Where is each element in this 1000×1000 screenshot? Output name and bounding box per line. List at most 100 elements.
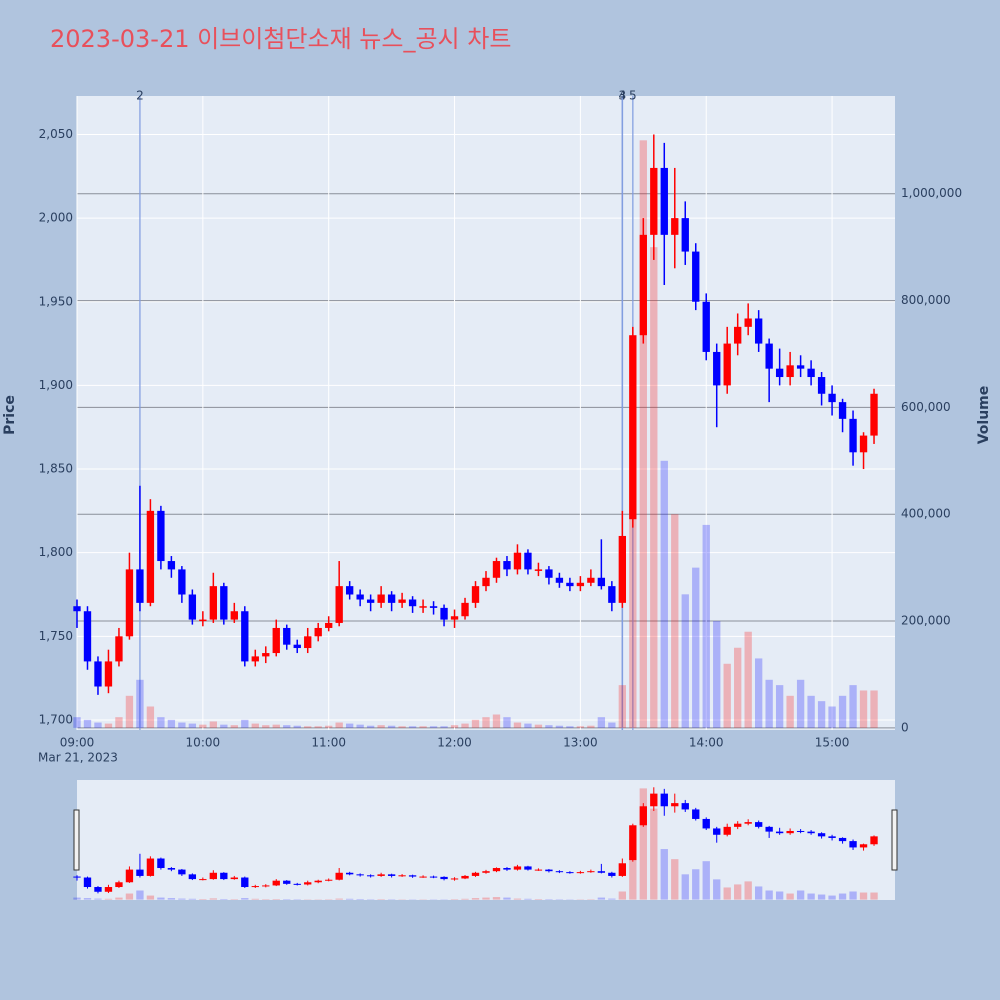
volume-bar	[692, 567, 700, 728]
candle-body	[524, 552, 532, 570]
volume-bar	[713, 621, 721, 728]
candle-body	[220, 586, 228, 620]
mini-candle-body	[734, 823, 742, 827]
range-slider[interactable]	[77, 780, 895, 900]
volume-bar	[618, 685, 627, 728]
volume-bar	[482, 717, 490, 728]
candle-body	[345, 586, 354, 595]
y2-tick-label: 200,000	[901, 614, 951, 628]
mini-volume-bar	[272, 898, 280, 900]
mini-candle-body	[136, 869, 144, 876]
mini-candle-body	[461, 875, 469, 879]
mini-candle-body	[587, 871, 595, 873]
volume-bar	[838, 695, 847, 728]
mini-candle-body	[786, 830, 794, 834]
mini-volume-bar	[618, 891, 627, 900]
candle-body	[513, 552, 522, 570]
candle-body	[440, 607, 448, 620]
candle-body	[744, 318, 752, 327]
volume-bar	[765, 679, 773, 728]
event-label: 3	[619, 89, 627, 103]
mini-candle-body	[555, 871, 564, 873]
candle-body	[849, 418, 857, 453]
mini-candle-body	[115, 882, 123, 888]
mini-volume-bar	[545, 899, 553, 900]
volume-bar	[419, 726, 427, 728]
mini-volume-bar	[713, 879, 721, 900]
mini-candle-body	[104, 887, 113, 892]
mini-candle-body	[283, 880, 291, 884]
mini-candle-body	[146, 858, 155, 876]
volume-bar	[398, 726, 406, 728]
candle-body	[157, 510, 165, 562]
candle-body	[356, 594, 364, 600]
volume-bar	[870, 690, 878, 728]
mini-volume-bar	[775, 891, 784, 900]
mini-volume-bar	[136, 890, 144, 900]
mini-candle-body	[681, 803, 689, 810]
x-tick-label: 13:00	[563, 736, 598, 750]
volume-bar	[94, 722, 102, 728]
y-tick-label: 1,750	[39, 629, 73, 643]
mini-volume-bar	[828, 895, 836, 900]
y-tick-label: 1,850	[39, 462, 73, 476]
mini-candle-body	[754, 822, 763, 827]
candle-body	[461, 602, 469, 617]
range-handle[interactable]	[891, 809, 898, 871]
candle-body	[251, 656, 259, 662]
mini-candle-body	[513, 866, 522, 870]
volume-bar	[345, 723, 354, 728]
y-tick-label: 2,050	[39, 127, 73, 141]
mini-volume-bar	[471, 898, 480, 900]
candle-body	[807, 368, 815, 378]
mini-volume-bar	[209, 898, 218, 900]
x-tick-label: 12:00	[437, 736, 472, 750]
x-tick-label: 15:00	[815, 736, 850, 750]
volume-bar	[608, 722, 616, 728]
volume-bar	[555, 725, 564, 728]
mini-candle-body	[209, 872, 218, 880]
volume-bar	[849, 685, 857, 728]
mini-volume-bar	[94, 898, 102, 900]
y2-tick-label: 1,000,000	[901, 186, 962, 200]
mini-candle-body	[597, 871, 606, 873]
mini-candle-body	[503, 868, 511, 870]
volume-bar	[325, 725, 333, 728]
mini-volume-bar	[744, 881, 752, 900]
volume-bar	[597, 717, 606, 728]
mini-volume-bar	[125, 893, 134, 900]
candle-body	[199, 619, 207, 622]
candle-body	[73, 606, 81, 612]
mini-candle-body	[482, 871, 490, 873]
mini-candle-body	[73, 876, 81, 878]
y2-axis-title: Volume	[976, 386, 992, 445]
mini-candle-body	[450, 878, 459, 880]
volume-bar	[786, 695, 794, 728]
mini-candle-body	[765, 826, 773, 832]
range-handle[interactable]	[73, 809, 80, 871]
mini-candle-body	[262, 885, 270, 887]
volume-bar	[293, 725, 301, 728]
candle-body	[775, 368, 784, 378]
mini-candle-body	[440, 876, 448, 880]
volume-bar	[566, 726, 574, 728]
mini-volume-bar	[629, 838, 637, 900]
candle-body	[765, 343, 773, 369]
y-tick-label: 1,950	[39, 294, 73, 308]
y2-tick-label: 0	[901, 720, 909, 734]
mini-candle-body	[335, 872, 343, 880]
mini-volume-bar	[356, 898, 364, 900]
volume-bar	[671, 514, 679, 728]
mini-volume-bar	[167, 898, 176, 900]
volume-bar	[534, 724, 543, 728]
mini-volume-bar	[692, 869, 700, 900]
volume-bar	[136, 679, 144, 728]
mini-candle-body	[817, 833, 826, 837]
volume-bar	[335, 722, 343, 728]
mini-volume-bar	[671, 859, 679, 900]
candle-body	[723, 343, 731, 386]
mini-candle-body	[241, 877, 249, 888]
y-tick-label: 1,700	[39, 712, 73, 726]
candle-body	[660, 167, 668, 235]
